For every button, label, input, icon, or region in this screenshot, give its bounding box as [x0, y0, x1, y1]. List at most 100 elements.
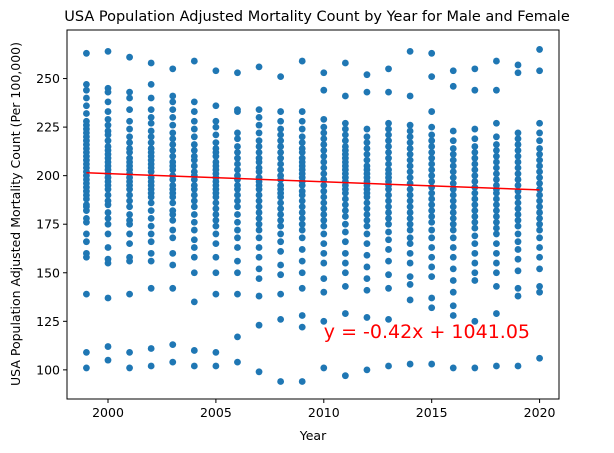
data-point [536, 191, 543, 199]
data-point [536, 156, 543, 164]
data-point [514, 135, 522, 143]
data-point [320, 275, 328, 282]
data-point [255, 143, 263, 150]
data-point [536, 168, 543, 176]
data-point [385, 154, 392, 162]
data-point [406, 259, 414, 267]
data-point [255, 244, 263, 251]
data-point [255, 164, 263, 172]
data-point [428, 154, 436, 162]
x-tick-label: 2020 [524, 405, 556, 420]
data-point [536, 46, 543, 53]
data-point [493, 141, 500, 148]
data-point [428, 304, 436, 312]
data-point [298, 378, 306, 385]
data-point [471, 135, 479, 143]
data-point [190, 244, 198, 251]
data-point [428, 263, 436, 271]
data-point [428, 108, 436, 115]
axes-frame [66, 29, 560, 400]
data-point [341, 282, 349, 290]
data-point [449, 197, 457, 205]
data-point [406, 174, 414, 182]
data-point [234, 290, 241, 298]
data-point [406, 209, 414, 216]
data-point [104, 343, 112, 350]
data-point [147, 199, 155, 207]
data-point [449, 203, 457, 211]
data-point [298, 57, 306, 65]
data-point [126, 125, 133, 133]
data-point [493, 158, 500, 166]
data-point [169, 226, 177, 234]
data-point [212, 240, 220, 248]
y-axis-ticks: 100 125 150 175 200 225 250 [36, 71, 67, 377]
data-point [428, 148, 436, 156]
data-point [320, 259, 328, 267]
data-point [126, 240, 133, 248]
data-point [298, 117, 306, 125]
data-point [212, 269, 220, 277]
data-point [298, 209, 306, 216]
data-point [147, 119, 155, 127]
data-point [536, 288, 543, 296]
data-point [493, 269, 500, 277]
data-point [363, 71, 371, 79]
data-point [493, 181, 500, 189]
data-point [385, 160, 392, 168]
data-point [104, 98, 112, 106]
data-point [320, 164, 328, 172]
data-point [104, 137, 112, 145]
data-point [255, 226, 263, 234]
data-point [514, 238, 522, 246]
data-point [341, 207, 349, 215]
data-point [234, 211, 241, 218]
x-tick-label: 2005 [200, 405, 232, 420]
data-point [471, 154, 479, 162]
data-point [277, 199, 285, 207]
data-point [385, 214, 392, 222]
data-point [493, 195, 500, 203]
data-point [514, 292, 522, 300]
data-point [514, 222, 522, 230]
data-point [428, 131, 436, 139]
data-point [493, 218, 500, 226]
data-point [255, 121, 263, 129]
data-point [514, 170, 522, 178]
data-point [385, 220, 392, 228]
data-point [298, 257, 306, 265]
data-point [363, 199, 371, 207]
data-point [385, 271, 392, 279]
data-point [514, 267, 522, 275]
data-point [493, 147, 500, 154]
data-point [126, 94, 133, 102]
data-point [255, 265, 263, 273]
data-point [428, 166, 436, 174]
y-tick-label: 200 [36, 168, 60, 183]
data-point [514, 69, 522, 77]
data-point [190, 125, 198, 133]
regression-equation: y = -0.42x + 1041.05 [324, 321, 530, 343]
data-point [255, 113, 263, 121]
data-point [277, 137, 285, 145]
data-point [169, 113, 177, 121]
data-point [493, 240, 500, 248]
data-point [190, 298, 198, 306]
data-point [320, 135, 328, 143]
data-point [493, 224, 500, 232]
data-point [385, 284, 392, 292]
data-point [169, 181, 177, 189]
data-point [514, 176, 522, 183]
data-point [449, 145, 457, 152]
data-point [234, 172, 241, 180]
data-point [428, 178, 436, 185]
y-tick-label: 175 [36, 217, 60, 232]
data-point [341, 259, 349, 267]
data-point [277, 216, 285, 224]
data-point [212, 131, 220, 139]
data-point [449, 209, 457, 216]
y-tick-label: 225 [36, 120, 60, 135]
data-point [320, 288, 328, 296]
data-point [363, 314, 371, 321]
data-point [385, 246, 392, 253]
